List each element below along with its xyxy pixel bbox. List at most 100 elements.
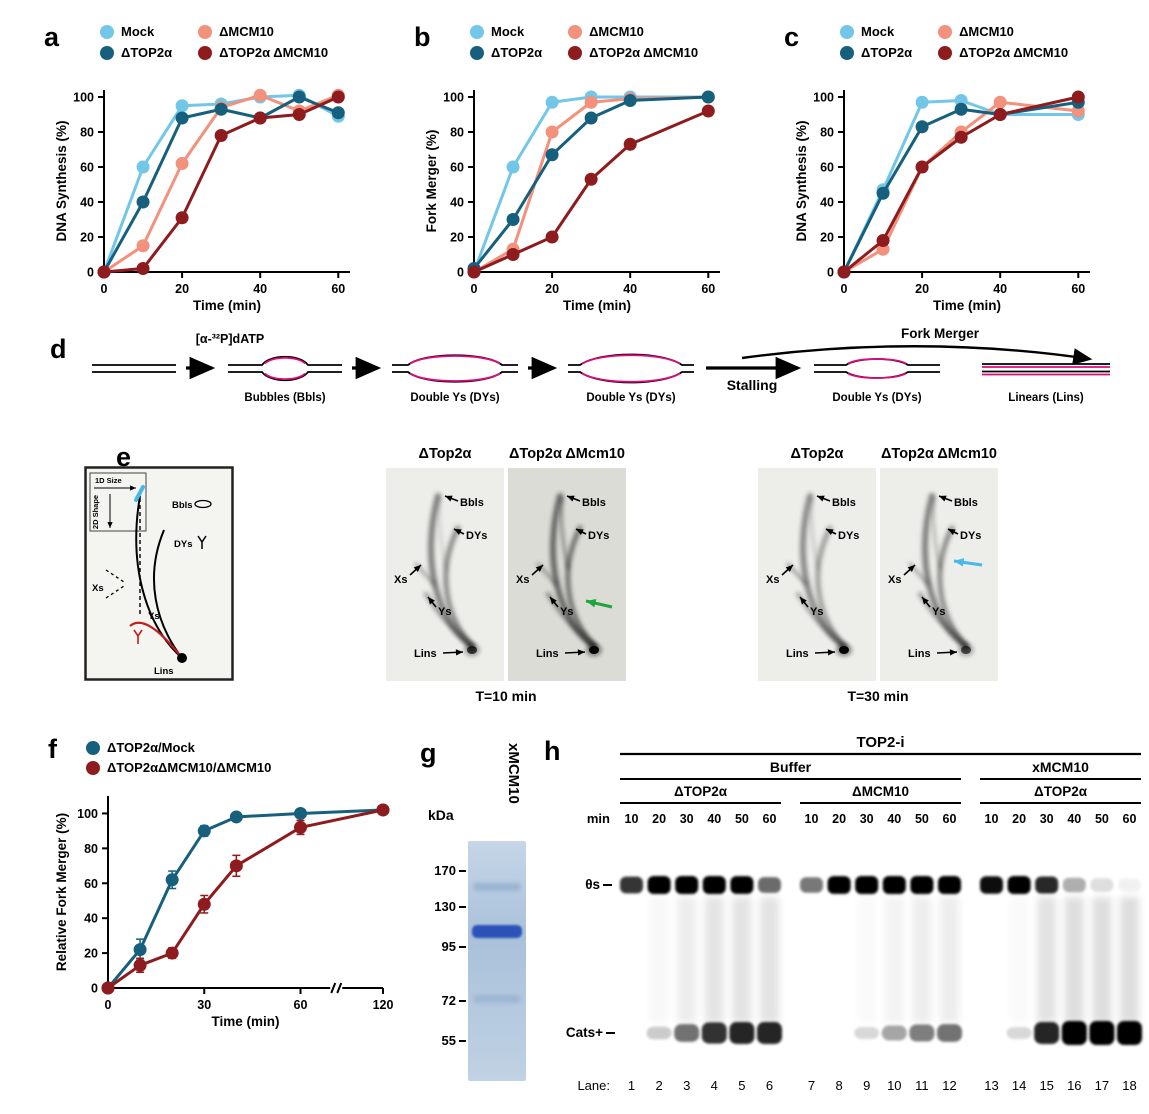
fork-merger-label: Fork Merger [901,328,980,341]
svg-text:40: 40 [623,282,637,296]
svg-text:40: 40 [887,812,901,826]
legend-panel-c: Mock ΔTOP2α ΔMCM10 ΔTOP2α ΔMCM10 [840,24,1068,60]
gel-annotations: Bbls DYs Xs Ys Lins [888,495,983,660]
chart-svg: 0 20 40 60 80 100 0 30 60 120 Time (min) Relative F… [54,796,393,1029]
svg-text:40: 40 [1067,812,1081,826]
svg-text:60: 60 [450,161,464,175]
svg-text:θs: θs [585,877,600,892]
faint-band-upper [473,883,521,891]
svg-text:16: 16 [1067,1078,1081,1093]
svg-text:60: 60 [820,161,834,175]
legend-dot-icon [840,24,854,39]
svg-text:Bbls: Bbls [172,500,193,511]
gel-annotations: Bbls DYs Xs Ys Lins [394,495,487,660]
gel-h-headers: TOP2-i Buffer xMCM10 ΔTOP2α ΔMCM10 ΔTOP2α min 1… [587,734,1141,826]
svg-text:40: 40 [820,196,834,210]
svg-text:Ys: Ys [932,606,945,618]
gel-annotations: Bbls DYs Xs Ys Lins [766,495,859,660]
svg-text:80: 80 [450,126,464,140]
svg-text:Time (min): Time (min) [933,298,1001,313]
chart-svg: 0 20 40 60 80 100 0 20 40 60 Time (min) DNA Synthes… [794,90,1090,313]
legend-item: ΔMCM10 [568,24,698,39]
svg-text:Lins: Lins [908,648,931,660]
svg-text:Fork Merger (%): Fork Merger (%) [424,130,439,233]
legend-panel-a: Mock ΔTOP2α ΔMCM10 ΔTOP2α ΔMCM10 [100,24,328,60]
svg-text:Ys: Ys [810,606,823,618]
svg-text:min: min [587,811,610,826]
svg-text:60: 60 [1071,282,1085,296]
legend-label: ΔTOP2α ΔMCM10 [589,45,699,60]
svg-text:17: 17 [1095,1078,1109,1093]
legend-dot-icon [100,45,114,60]
ladder-tick-95 [459,946,466,948]
panel-h-letter: h [544,736,561,766]
coomassie-gel-lane [468,841,526,1081]
xmcm10-gel-title: xMCM10 [505,743,522,804]
fork-merger-arrow [741,345,1093,365]
svg-text:40: 40 [84,912,98,926]
legend-label: ΔMCM10 [959,24,1014,39]
svg-text:100: 100 [77,807,98,821]
ladder-tick-170 [459,870,466,872]
svg-text:60: 60 [763,812,777,826]
axes: 0 20 40 60 80 100 0 20 40 60 Time (min) Fork Merger… [424,90,720,313]
t10-caption: T=10 min [475,688,537,704]
svg-text:50: 50 [1095,812,1109,826]
legend-label: ΔTOP2α/Mock [107,740,195,755]
ladder-tick-55 [459,1040,466,1042]
svg-text:30: 30 [1040,812,1054,826]
panel-g-letter: g [420,738,437,768]
legend-label: ΔTOP2α ΔMCM10 [219,45,329,60]
panel-f-letter: f [48,734,57,764]
legend-dot-icon [938,45,953,60]
ladder-95: 95 [441,939,456,954]
nascent-dna-strands [264,354,1110,383]
svg-text:Time (min): Time (min) [563,298,631,313]
gel4-title: ΔTop2α ΔMcm10 [881,446,997,462]
legend-panel-b: Mock ΔTOP2α ΔMCM10 ΔTOP2α ΔMCM10 [470,24,698,60]
ladder-tick-130 [459,906,466,908]
svg-text:9: 9 [863,1078,870,1093]
panel-b-letter: b [414,22,431,52]
ladder-130: 130 [434,899,456,914]
svg-text:0: 0 [91,982,98,996]
series-ΔMCM10 [97,88,345,279]
svg-text:ΔTOP2α: ΔTOP2α [674,784,728,799]
svg-text:Time (min): Time (min) [193,298,261,313]
legend-dot-icon [470,24,484,39]
kda-unit-label: kDa [428,807,454,823]
svg-text:Cats+: Cats+ [566,1025,603,1040]
svg-text:Bbls: Bbls [832,497,856,509]
chart-dna-synthesis-c: 0 20 40 60 80 100 0 20 40 60 Time (min) DNA Synthes… [792,78,1104,323]
svg-text:0: 0 [457,266,464,280]
svg-text:80: 80 [84,842,98,856]
svg-text:Ys: Ys [148,611,160,622]
svg-text:Lins: Lins [536,648,559,660]
legend-dot-icon [198,45,213,60]
legend-item: Mock [100,24,172,39]
legend-item: ΔTOP2α [840,45,912,60]
svg-text:50: 50 [915,812,929,826]
svg-text:5: 5 [738,1078,745,1093]
legend-dot-icon [568,45,583,60]
gel2-title: ΔTop2α ΔMcm10 [509,446,625,462]
legend-label: ΔTOP2α [121,45,173,60]
svg-text:20: 20 [84,947,98,961]
svg-text:20: 20 [832,812,846,826]
svg-text:60: 60 [701,282,715,296]
chart-fork-merger-b: 0 20 40 60 80 100 0 20 40 60 Time (min) Fork Merger… [422,78,734,323]
panel-d-letter: d [50,334,67,364]
legend-label: ΔTOP2αΔMCM10/ΔMCM10 [107,760,272,775]
svg-text:DYs: DYs [466,530,487,542]
series-ΔTOP2α [467,90,715,275]
chart-relative-fork-merger-f: 0 20 40 60 80 100 0 30 60 120 Time (min) Relative F… [52,784,397,1039]
legend-item: ΔTOP2α [470,45,542,60]
panel-g: xMCM10 kDa 170 130 95 72 55 [418,735,550,1097]
ladder-72: 72 [441,993,456,1008]
legend-item: ΔTOP2α [100,45,172,60]
svg-text:ΔMCM10: ΔMCM10 [852,784,909,799]
legend-item: Mock [470,24,542,39]
svg-text:Lins: Lins [786,648,809,660]
parental-dna-strands [92,353,1110,384]
